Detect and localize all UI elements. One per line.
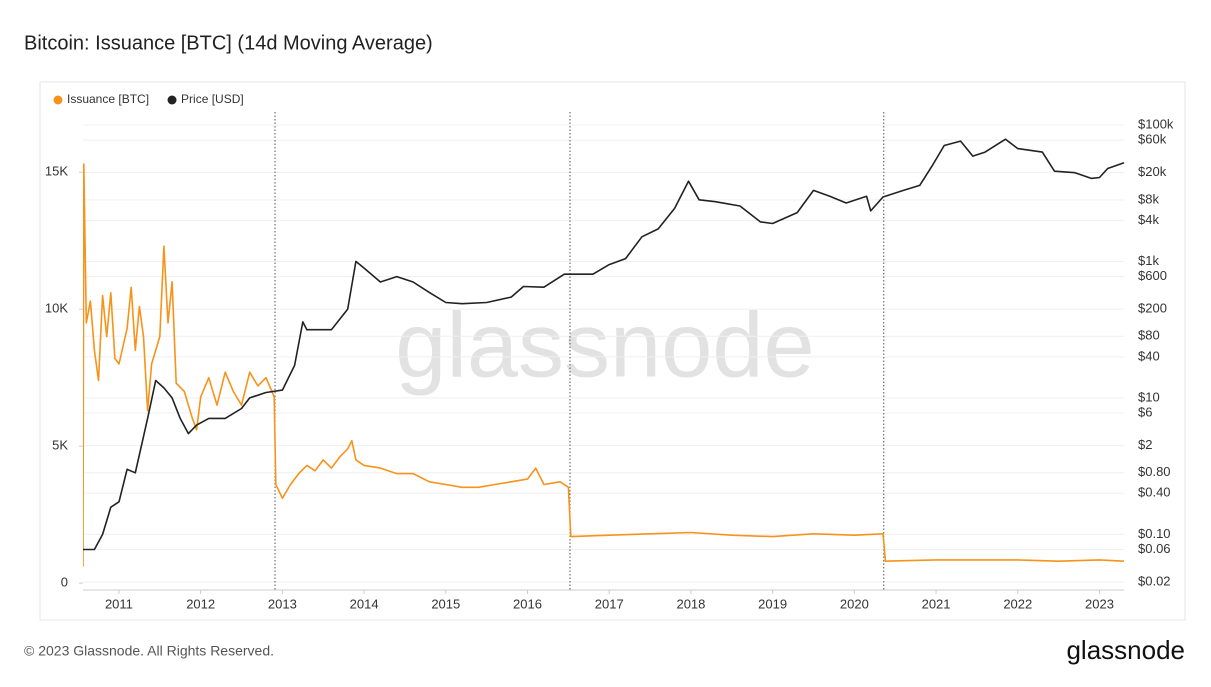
x-tick-label: 2017 (595, 596, 624, 611)
y2-tick-label: $8k (1138, 191, 1159, 206)
x-tick-label: 2012 (186, 596, 215, 611)
y2-tick-label: $10 (1138, 389, 1160, 404)
x-tick-label: 2022 (1003, 596, 1032, 611)
x-tick-label: 2021 (922, 596, 951, 611)
y2-tick-label: $6 (1138, 404, 1152, 419)
y2-tick-label: $2 (1138, 437, 1152, 452)
y2-tick-label: $200 (1138, 301, 1167, 316)
chart-title: Bitcoin: Issuance [BTC] (14d Moving Aver… (24, 32, 433, 54)
series-line (83, 138, 1125, 551)
y-tick-label: 5K (52, 438, 68, 453)
legend-label: Issuance [BTC] (67, 92, 149, 106)
x-tick-label: 2015 (431, 596, 460, 611)
x-tick-label: 2013 (268, 596, 297, 611)
y2-tick-label: $4k (1138, 212, 1159, 227)
plot (83, 138, 1125, 567)
y-tick-label: 15K (45, 164, 68, 179)
legend-marker (53, 95, 63, 105)
y2-tick-label: $20k (1138, 164, 1167, 179)
x-tick-label: 2018 (676, 596, 705, 611)
legend-marker (167, 95, 177, 105)
x-tick-label: 2019 (758, 596, 787, 611)
x-tick-label: 2023 (1085, 596, 1114, 611)
y-tick-label: 10K (45, 301, 68, 316)
series-line (83, 163, 1125, 567)
y2-tick-label: $80 (1138, 328, 1160, 343)
y-tick-label: 0 (61, 575, 68, 590)
y2-tick-label: $0.06 (1138, 541, 1171, 556)
y2-tick-label: $100k (1138, 116, 1174, 131)
y2-tick-label: $60k (1138, 132, 1167, 147)
watermark: glassnode (395, 294, 814, 396)
y2-tick-label: $0.80 (1138, 464, 1171, 479)
y2-tick-label: $600 (1138, 268, 1167, 283)
y2-tick-label: $1k (1138, 253, 1159, 268)
x-tick-label: 2014 (350, 596, 379, 611)
x-tick-label: 2020 (840, 596, 869, 611)
footer: © 2023 Glassnode. All Rights Reserved. (24, 643, 274, 659)
x-tick-label: 2011 (105, 596, 133, 611)
y2-tick-label: $0.02 (1138, 573, 1171, 588)
y2-tick-label: $40 (1138, 348, 1160, 363)
logo: glassnode (1066, 635, 1185, 665)
chart-frame (39, 81, 1186, 621)
y2-tick-label: $0.40 (1138, 485, 1171, 500)
y2-tick-label: $0.10 (1138, 526, 1171, 541)
legend-label: Price [USD] (181, 92, 244, 106)
x-tick-label: 2016 (513, 596, 542, 611)
